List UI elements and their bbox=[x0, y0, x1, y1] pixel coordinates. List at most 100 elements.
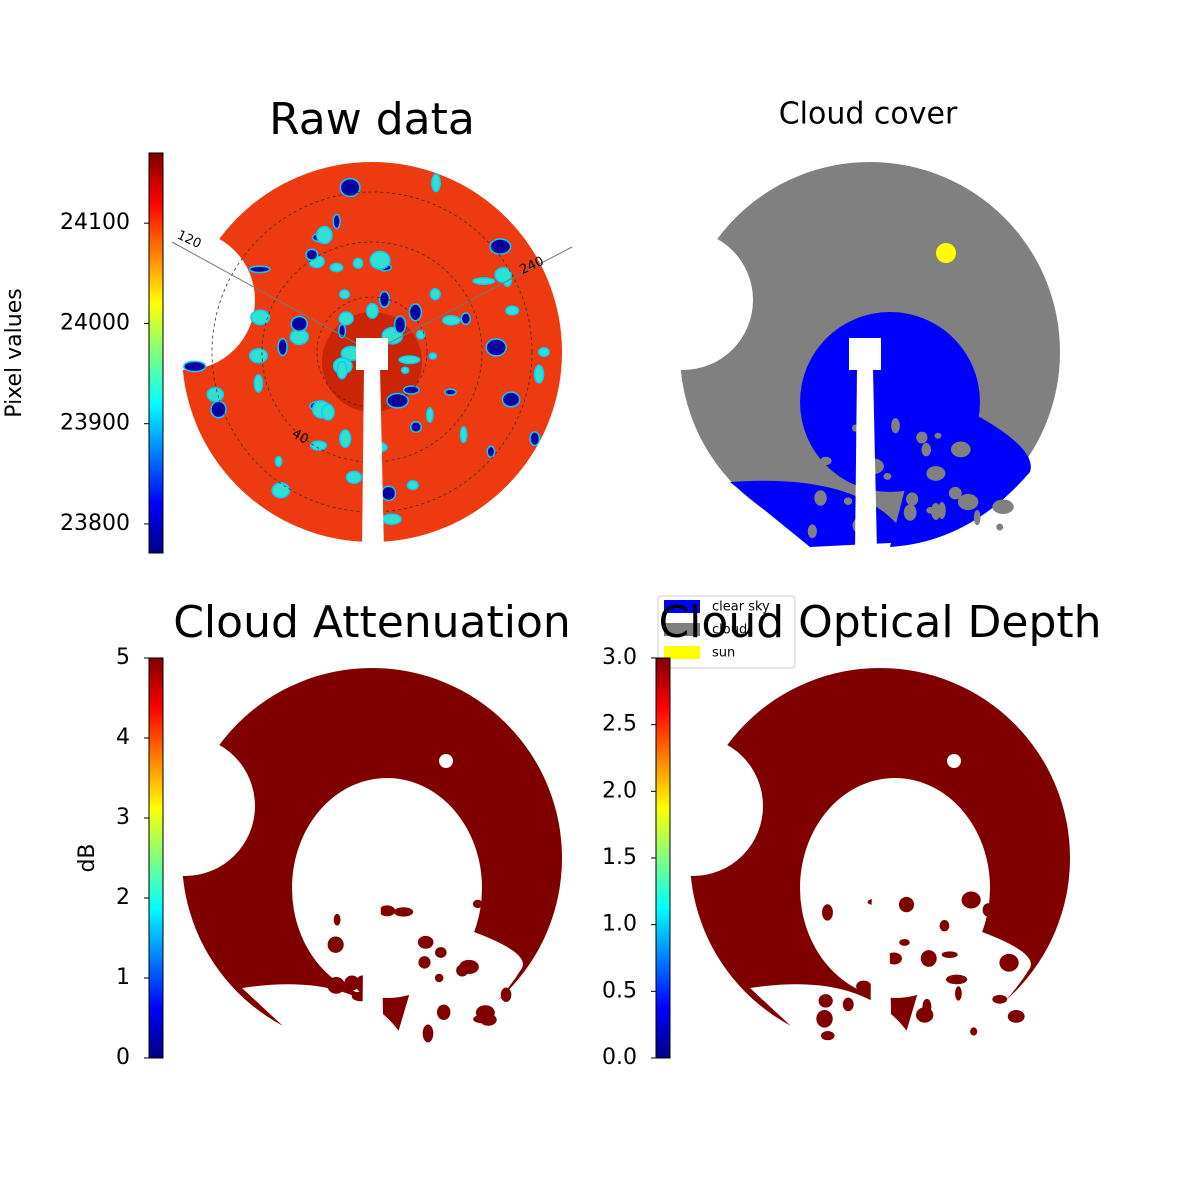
cloud-patch bbox=[400, 366, 410, 375]
cloud-patch bbox=[930, 502, 941, 520]
cloud-patch bbox=[307, 972, 327, 986]
cloud-patch bbox=[992, 499, 1014, 515]
cloud-patch bbox=[183, 360, 207, 373]
cloud-patch bbox=[409, 421, 423, 433]
cloud-patch bbox=[501, 391, 521, 408]
cloud-patch bbox=[999, 953, 1019, 972]
cloud-patch bbox=[921, 442, 932, 457]
polar-spoke bbox=[171, 241, 373, 353]
cloud-patch bbox=[436, 1004, 451, 1021]
cloud-patch bbox=[248, 347, 268, 364]
cloud-patch bbox=[271, 482, 291, 499]
cloud-patch bbox=[485, 338, 507, 357]
panel-title: Cloud Attenuation bbox=[173, 597, 571, 648]
polar-grid bbox=[211, 191, 533, 513]
cloud-patch bbox=[428, 352, 438, 360]
cloud-patch bbox=[345, 470, 363, 485]
camera-arm bbox=[855, 368, 877, 552]
cloud-patch bbox=[321, 403, 335, 421]
colorbar-tick-label: 23800 bbox=[60, 511, 130, 536]
cloud-patch bbox=[316, 225, 333, 245]
cloud-patch bbox=[380, 485, 397, 502]
cloud-patch bbox=[333, 913, 341, 926]
cloud-patch bbox=[903, 504, 917, 521]
cloud-patch bbox=[398, 355, 421, 365]
horizon-mask bbox=[115, 736, 255, 876]
cloud-patch bbox=[992, 994, 1008, 1004]
cloud-patch bbox=[926, 506, 936, 514]
cloud-patch bbox=[822, 904, 833, 921]
legend-swatch bbox=[664, 600, 700, 613]
cloud-patch bbox=[431, 173, 441, 193]
cloud-patch bbox=[807, 524, 817, 539]
cloud-patch bbox=[352, 257, 364, 269]
colorbar-label: dB bbox=[75, 843, 100, 872]
colorbar-tick-label: 2 bbox=[116, 885, 130, 910]
colorbar-tick-label: 2.5 bbox=[602, 712, 637, 737]
colorbar-tick-label: 24000 bbox=[60, 310, 130, 335]
cloud-patch bbox=[820, 456, 832, 466]
cloud-patch bbox=[381, 513, 402, 525]
camera-arm bbox=[864, 844, 896, 876]
cloud-patch bbox=[379, 905, 396, 917]
cloud-patch bbox=[369, 250, 391, 270]
colorbar-tick-label: 0 bbox=[116, 1045, 130, 1070]
cloud-patch bbox=[472, 277, 496, 285]
cloud-patch bbox=[934, 432, 942, 439]
horizon-mask bbox=[623, 736, 763, 876]
cloud-patch bbox=[926, 466, 946, 481]
cloud-patch bbox=[883, 472, 892, 480]
legend-label: cloud bbox=[712, 623, 747, 638]
cloud-patch bbox=[533, 364, 545, 384]
cloud-patch bbox=[339, 177, 361, 198]
cloud-patch bbox=[939, 920, 950, 932]
cloud-patch bbox=[906, 492, 919, 506]
colorbar-tick-label: 5 bbox=[116, 645, 130, 670]
cloud-patch bbox=[386, 392, 409, 409]
cloud-patch bbox=[210, 400, 227, 419]
colorbar bbox=[655, 657, 671, 1059]
cloud-patch bbox=[417, 935, 434, 949]
cloud-patch bbox=[444, 388, 457, 396]
cloud-patch bbox=[305, 248, 319, 261]
cloud-patch bbox=[460, 312, 472, 326]
camera-arm bbox=[362, 874, 384, 1058]
camera-arm bbox=[356, 338, 388, 370]
legend-swatch bbox=[664, 646, 700, 659]
clear-sky-region bbox=[890, 392, 1031, 547]
cloud-patch bbox=[1007, 1009, 1025, 1023]
colorbar-tick-label: 1 bbox=[116, 965, 130, 990]
cloud-patch bbox=[948, 486, 962, 500]
cloud-patch bbox=[842, 997, 854, 1012]
cloud-patch bbox=[253, 374, 264, 393]
horizon-mask bbox=[115, 230, 255, 370]
cloud-patch bbox=[957, 493, 979, 511]
cloud-patch bbox=[843, 497, 853, 505]
cloud-patch bbox=[332, 213, 341, 230]
cloud-patch bbox=[441, 315, 461, 326]
cloud-patch bbox=[425, 407, 434, 423]
sun-mask bbox=[439, 754, 453, 768]
cloud-patch bbox=[329, 262, 344, 273]
cloud-patch bbox=[920, 950, 937, 967]
cloud-patch bbox=[434, 973, 444, 983]
cloud-patch bbox=[206, 386, 225, 403]
sun bbox=[936, 243, 956, 263]
polar-label: 40 bbox=[289, 426, 311, 447]
cloud-patch bbox=[435, 947, 447, 958]
cloud-patch bbox=[393, 315, 407, 335]
colorbar-tick-label: 24100 bbox=[60, 210, 130, 235]
cloud-patch bbox=[494, 267, 512, 284]
cloud-patch bbox=[941, 951, 958, 958]
cloud-patch bbox=[820, 1030, 835, 1041]
cloud-patch bbox=[378, 290, 391, 308]
cloud-patch bbox=[459, 959, 479, 975]
cloud-patch bbox=[489, 238, 512, 255]
cloud-patch bbox=[429, 288, 441, 301]
colorbar-tick-label: 23900 bbox=[60, 411, 130, 436]
colorbar-tick-label: 4 bbox=[116, 725, 130, 750]
camera-arm bbox=[362, 368, 384, 552]
cloud-patch bbox=[955, 986, 962, 1001]
cloud-patch bbox=[500, 987, 512, 1003]
